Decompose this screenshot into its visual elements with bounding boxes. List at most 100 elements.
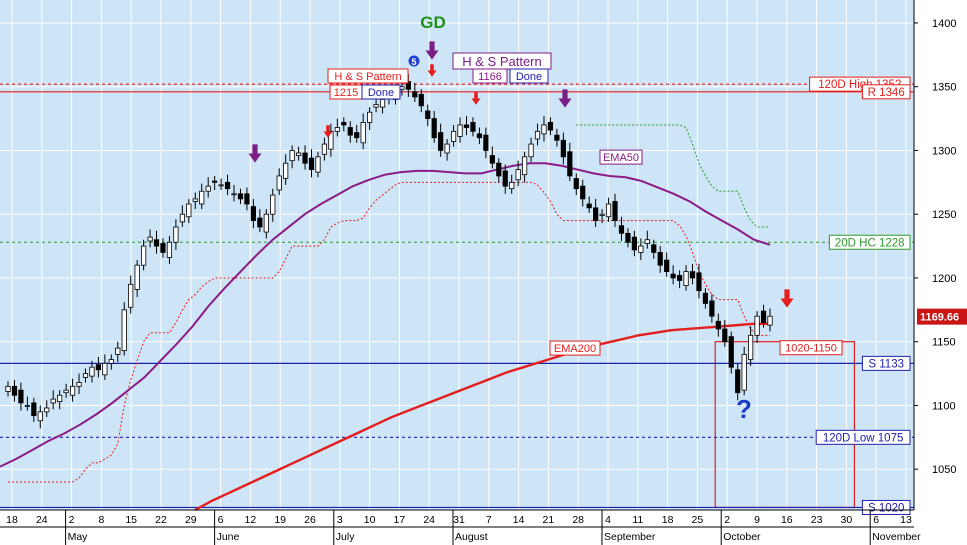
candle-body [709,300,715,317]
candle-body [212,180,218,183]
candle-body [612,201,618,221]
candle-body [179,213,185,223]
x-tick-label: 22 [155,514,167,526]
candle-body [683,271,689,287]
red-arrow-icon [427,64,437,77]
y-tick-label: 1050 [932,464,956,476]
ema200-label-box [549,340,601,356]
month-label: May [68,531,89,543]
candle-body [438,132,444,151]
x-tick-label: 21 [543,514,555,526]
candle-body [541,124,547,135]
candle-body [82,373,89,378]
red-arrow-icon [471,92,481,105]
y-tick-label: 1200 [932,273,956,285]
x-tick-label: 15 [125,514,137,526]
x-axis: 18 24 2 8 15 22 29 6 12 19 26 3 10 17 24 31 7 14 21 28 4 11 18… [0,509,921,545]
candle-body [321,143,328,155]
candle-body [599,213,605,216]
x-tick-label: 6 [218,514,224,526]
x-tick-label: 29 [185,514,197,526]
candle-body [5,385,11,392]
candle-body [153,239,160,247]
y-tick-label: 1150 [932,337,956,349]
hs1-done: Done [368,87,394,99]
candle-body [24,405,30,407]
candle-body [689,271,696,279]
candle-body [69,385,76,396]
candle-body [76,382,82,387]
candle-body [134,264,140,290]
candle-body [276,175,282,191]
x-tick-label: 3 [337,514,343,526]
y-tick-label: 1350 [932,82,956,94]
ema50-line [0,162,771,468]
candle-body [463,124,470,128]
candle-body [425,110,431,119]
candle-body [567,151,573,177]
candle-body [121,309,127,352]
month-label: October [723,531,761,543]
candle-body [431,118,437,139]
hs2-value-box [472,68,508,84]
candle-body [412,91,418,98]
candle-body [315,156,321,173]
month-label: June [217,531,240,543]
candle-body [754,315,760,336]
candle-body [418,93,424,107]
candle-body [328,130,334,150]
ema50-label-box [599,149,643,165]
candle-body [89,366,95,377]
hc20-line [576,124,770,228]
candle-body [141,245,147,266]
candle-body [470,122,476,132]
gd-label: GD [420,13,446,32]
circle-number: 5 [411,57,416,67]
candle-body [270,194,276,215]
y-tick-label: 1300 [932,145,956,157]
candle-body [560,139,566,158]
candle-body [580,185,586,200]
x-tick-label: 26 [304,514,316,526]
candle-body [728,336,734,368]
x-tick-label: 2 [724,514,730,526]
grid [0,0,914,510]
hs2-done: Done [516,71,542,83]
candle-body [63,389,69,394]
candle-body [31,402,37,417]
x-tick-label: 8 [98,514,104,526]
candle-body [302,152,308,164]
month-label: July [336,531,355,543]
level-label: S 1020 [868,502,904,514]
candle-body [257,217,263,228]
candle-body [218,184,224,187]
level-label: 120D Low 1075 [823,432,904,444]
level-label: 20D HC 1228 [835,237,905,249]
candle-body [199,190,205,205]
x-tick-label: 4 [605,514,611,526]
x-tick-label: 6 [873,514,879,526]
hs1-label-box [327,68,409,84]
candle-body [450,130,457,142]
candle-body [696,272,702,292]
candle-body [748,334,754,360]
candle-body [237,193,244,200]
x-tick-label: 18 [662,514,674,526]
candle-body [205,185,211,192]
level-label-box [861,355,911,371]
candle-body [57,394,63,403]
circle-number-badge [408,55,420,67]
month-label: August [455,531,488,543]
y-tick-label: 1400 [932,18,956,30]
candle-body [515,169,521,181]
candle-body [224,181,231,190]
x-tick-label: 11 [632,514,643,526]
moving-averages: EMA50 EMA200 [0,149,771,512]
candle-body [244,193,250,205]
level-label-box [861,84,911,100]
candle-body [360,122,366,144]
y-axis: 1050 1100 1150 1200 1250 1300 1350 1400 1169.66 [913,0,967,510]
candle-body [670,273,676,279]
x-tick-label: 28 [572,514,584,526]
